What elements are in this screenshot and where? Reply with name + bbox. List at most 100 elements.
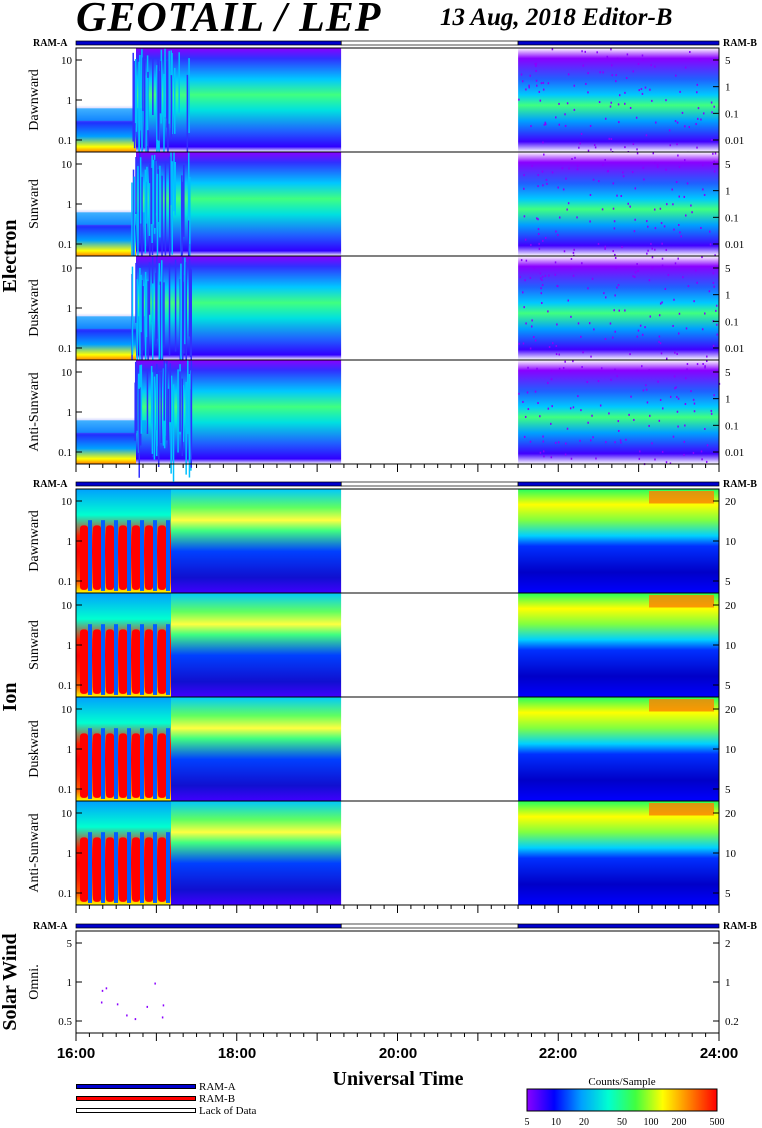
spectrogram-panel: Dawnward bbox=[27, 47, 720, 172]
spectrogram-fill bbox=[171, 697, 342, 801]
spectrogram-panel: Sunward bbox=[27, 592, 720, 698]
legend-swatch-ram-b bbox=[76, 1096, 196, 1101]
spectrogram-speck bbox=[711, 111, 713, 114]
spectrogram-streak bbox=[157, 169, 160, 223]
y-tick-label-right: 1 bbox=[725, 186, 731, 198]
spectrogram-speck bbox=[648, 369, 650, 372]
spectrogram-speck bbox=[529, 440, 532, 443]
spectrogram-speck bbox=[693, 402, 696, 405]
spectrogram-speck bbox=[648, 424, 650, 427]
spectrogram-fill bbox=[518, 152, 719, 256]
spectrogram-speck bbox=[604, 158, 606, 161]
spectrogram-speck bbox=[658, 340, 660, 343]
spectrogram-speck bbox=[654, 65, 656, 68]
y-tick-label: 0.1 bbox=[58, 239, 72, 251]
y-tick-label: 0.1 bbox=[58, 888, 72, 900]
spectrogram-streak bbox=[151, 372, 154, 454]
spectrogram-speck bbox=[651, 256, 654, 259]
spectrogram-band bbox=[649, 491, 714, 504]
spectrogram-speck bbox=[614, 441, 616, 444]
spectrogram-streak bbox=[140, 364, 143, 434]
spectrogram-speck bbox=[636, 148, 638, 151]
spectrogram-speck bbox=[573, 108, 576, 111]
spectrogram-speck bbox=[683, 440, 686, 443]
spectrogram-speck bbox=[573, 248, 575, 251]
spectrogram-speck bbox=[554, 441, 557, 444]
spectrogram-speck bbox=[536, 367, 538, 370]
spectrogram-speck bbox=[645, 384, 647, 387]
spectrogram-streak bbox=[188, 259, 191, 337]
y-tick-label: 1 bbox=[67, 744, 73, 756]
spectrogram-speck bbox=[547, 407, 550, 410]
spectrogram-speck bbox=[589, 220, 591, 223]
y-tick-label: 10 bbox=[61, 496, 73, 508]
spectrogram-band bbox=[76, 420, 146, 433]
spectrogram-speck bbox=[614, 253, 616, 256]
spectrogram-streak bbox=[160, 372, 162, 443]
spectrogram-speck bbox=[570, 267, 572, 270]
spectrogram-panel: Sunward bbox=[27, 151, 720, 281]
spectrogram-streak bbox=[178, 52, 180, 113]
spectrogram-speck bbox=[572, 274, 575, 277]
spectrogram-speck bbox=[557, 234, 559, 237]
spectrogram-speck bbox=[562, 188, 565, 191]
spectrogram-speck bbox=[712, 272, 715, 275]
spectrogram-speck bbox=[650, 64, 652, 67]
spectrogram-speck bbox=[637, 62, 640, 65]
spectrogram-speck bbox=[564, 113, 566, 116]
spectrogram-speck bbox=[518, 98, 520, 101]
spectrogram-speck bbox=[555, 230, 557, 233]
spectrogram-speck bbox=[639, 324, 642, 327]
spectrogram-speck bbox=[599, 71, 601, 74]
spectrogram-speck bbox=[616, 57, 619, 60]
spectrogram-speck bbox=[622, 171, 624, 174]
spectrogram-streak bbox=[172, 384, 175, 482]
spectrogram-pulse-gap bbox=[88, 520, 92, 591]
spectrogram-speck bbox=[686, 363, 689, 366]
spectrogram-speck bbox=[693, 410, 696, 413]
spectrogram-streak bbox=[156, 374, 158, 447]
spectrogram-speck bbox=[541, 278, 543, 281]
y-tick-label-right: 5 bbox=[725, 55, 731, 67]
spectrogram-speck bbox=[531, 319, 533, 322]
spectrogram-speck bbox=[556, 323, 558, 326]
spectrogram-speck bbox=[684, 125, 686, 128]
legend-swatch-ram-a bbox=[76, 1084, 196, 1089]
spectrogram-speck bbox=[558, 353, 560, 356]
spectrogram-speck bbox=[683, 453, 685, 456]
spectrogram-streak bbox=[179, 371, 181, 432]
spectrogram-speck bbox=[678, 224, 680, 227]
spectrogram-speck bbox=[572, 251, 575, 254]
spectrogram-speck bbox=[713, 160, 715, 163]
y-tick-label-right: 20 bbox=[725, 808, 737, 820]
spectrogram-speck bbox=[682, 276, 684, 279]
spectrogram-speck bbox=[587, 287, 589, 290]
spectrogram-speck bbox=[162, 1004, 165, 1007]
y-tick-label-right: 1 bbox=[725, 977, 731, 989]
spectrogram-speck bbox=[676, 143, 678, 146]
data-gap bbox=[341, 152, 519, 256]
spectrogram-speck bbox=[591, 414, 593, 417]
spectrogram-speck bbox=[702, 112, 705, 115]
spectrogram-speck bbox=[631, 171, 634, 174]
spectrogram-pulse-gap bbox=[166, 728, 170, 799]
spectrogram-speck bbox=[616, 375, 618, 378]
spectrogram-pulse bbox=[119, 733, 127, 798]
spectrogram-streak bbox=[184, 270, 186, 342]
spectrogram-fill bbox=[171, 489, 342, 593]
mode-bar-segment bbox=[517, 923, 720, 929]
spectrogram-streak bbox=[134, 382, 136, 441]
spectrogram-speck bbox=[604, 117, 607, 120]
spectrogram-speck bbox=[684, 402, 687, 405]
mode-bar-segment bbox=[75, 40, 342, 46]
spectrogram-panel: Omni. bbox=[27, 930, 720, 1034]
spectrogram-streak bbox=[134, 59, 137, 124]
panel-label: Anti-Sunward bbox=[27, 372, 42, 451]
spectrogram-streak bbox=[132, 169, 135, 259]
spectrogram-speck bbox=[674, 387, 676, 390]
spectrogram-pulse-gap bbox=[153, 520, 157, 591]
spectrogram-streak bbox=[181, 378, 183, 457]
spectrogram-speck bbox=[654, 458, 656, 461]
spectrogram-streak bbox=[156, 173, 159, 266]
spectrogram-speck bbox=[661, 242, 663, 245]
